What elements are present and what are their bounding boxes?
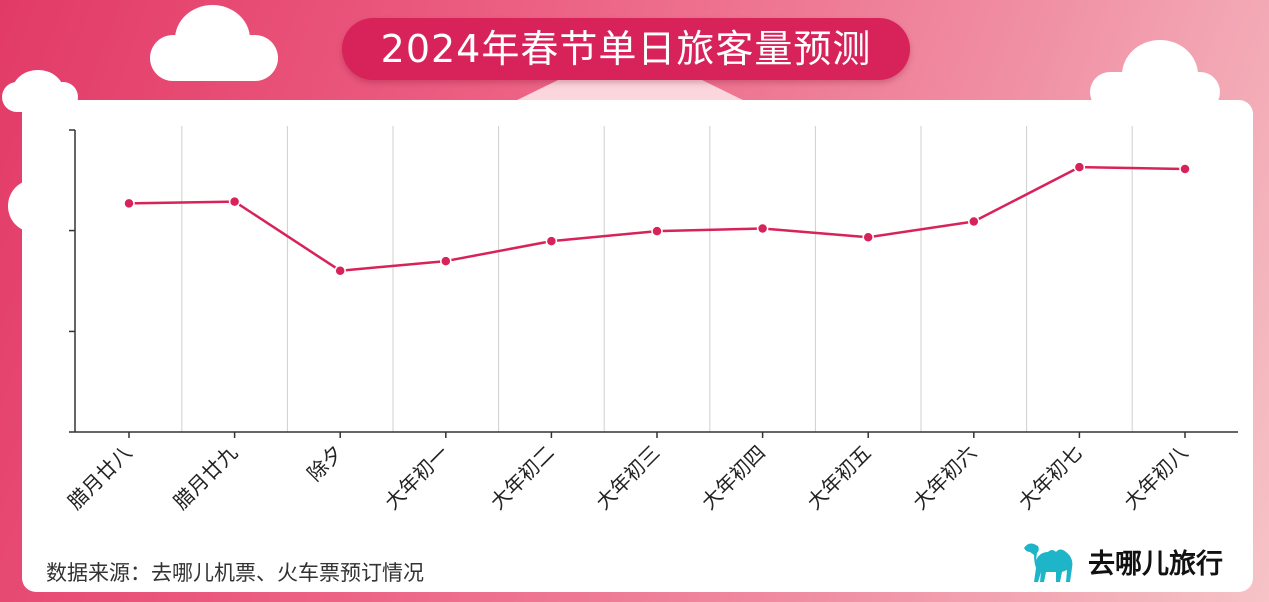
brand-name: 去哪儿旅行: [1088, 548, 1223, 580]
x-tick-label: 大年初四: [697, 441, 771, 515]
data-point: [440, 255, 452, 267]
data-point: [968, 215, 980, 228]
brand-logo: 去哪儿旅行: [1022, 536, 1223, 586]
data-point: [651, 225, 663, 237]
x-tick-label: 除夕: [302, 441, 347, 486]
data-point: [1179, 163, 1191, 175]
data-point: [123, 197, 135, 210]
x-tick-label: 腊月廿八: [63, 441, 137, 515]
x-tick-label: 大年初一: [380, 441, 454, 515]
x-tick-label: 腊月廿九: [169, 441, 243, 515]
x-tick-label: 大年初三: [591, 441, 665, 515]
x-tick-label: 大年初七: [1013, 441, 1087, 515]
cloud-decoration: [175, 5, 250, 73]
data-point: [862, 231, 874, 243]
camel-icon: [1024, 543, 1073, 582]
source-note: 数据来源：去哪儿机票、火车票预订情况: [46, 561, 424, 585]
x-tick-label: 大年初五: [802, 441, 876, 515]
x-tick-label: 大年初二: [485, 441, 559, 515]
data-point: [545, 235, 558, 247]
data-point: [334, 264, 346, 277]
data-point: [1073, 161, 1086, 173]
x-tick-label: 大年初八: [1119, 441, 1193, 515]
cloud-decoration: [1122, 40, 1198, 110]
data-point: [756, 222, 769, 235]
chart-title: 2024年春节单日旅客量预测: [342, 18, 910, 80]
data-point: [228, 195, 241, 208]
x-tick-label: 大年初六: [908, 441, 982, 515]
